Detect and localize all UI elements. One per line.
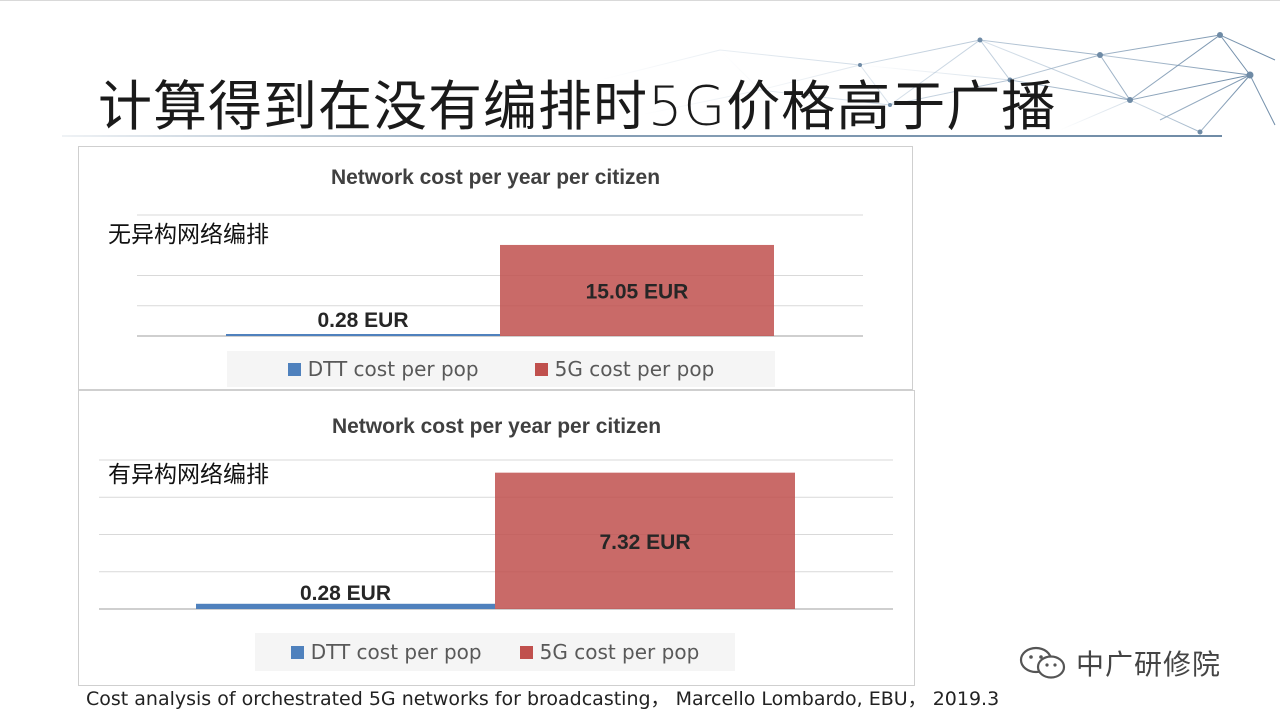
- legend-swatch-5g: [519, 645, 533, 659]
- chart-annotation: 无异构网络编排: [108, 222, 269, 248]
- legend-label-dtt: DTT cost per pop: [307, 357, 479, 381]
- chart-title: Network cost per year per citizen: [330, 166, 661, 189]
- legend-label-dtt: DTT cost per pop: [310, 640, 482, 664]
- wechat-icon: [1019, 646, 1066, 679]
- brand-name: 中广研修院: [1076, 648, 1222, 681]
- chart-title: Network cost per year per citizen: [331, 415, 662, 438]
- source-citation: Cost analysis of orchestrated 5G network…: [86, 688, 1000, 710]
- chart-panel-no-orchestration: 0.28 EUR 15.05 EUR Network cost per year …: [78, 146, 913, 390]
- slide-title: 计算得到在没有编排时5G价格高于广播: [98, 75, 1057, 138]
- data-label-5g: 15.05 EUR: [586, 280, 689, 303]
- legend-item-5g: 5G cost per pop: [519, 640, 700, 664]
- legend-label-5g: 5G cost per pop: [554, 357, 715, 381]
- legend-label-5g: 5G cost per pop: [539, 640, 700, 664]
- bar-dtt: [196, 603, 495, 609]
- brand-watermark: 中广研修院: [1018, 643, 1221, 683]
- chart-annotation: 有异构网络编排: [108, 462, 269, 488]
- data-label-dtt: 0.28 EUR: [317, 309, 408, 332]
- bar-5g: [500, 244, 774, 336]
- legend-item-5g: 5G cost per pop: [534, 357, 715, 381]
- title-underline: [62, 135, 1222, 137]
- data-label-dtt: 0.28 EUR: [300, 582, 391, 605]
- legend-swatch-dtt: [287, 362, 301, 376]
- legend-swatch-dtt: [290, 645, 304, 659]
- legend-item-dtt: DTT cost per pop: [287, 357, 479, 381]
- network-background-graphic: [599, 32, 1276, 135]
- top-border: [0, 0, 1280, 1]
- bar-dtt: [226, 334, 500, 336]
- data-label-5g: 7.32 EUR: [599, 531, 690, 554]
- legend-item-dtt: DTT cost per pop: [290, 640, 482, 664]
- bar-5g: [495, 472, 795, 609]
- chart-legend: DTT cost per pop 5G cost per pop: [227, 351, 775, 387]
- chart-legend: DTT cost per pop 5G cost per pop: [255, 633, 735, 671]
- chart-panel-with-orchestration: 0.28 EUR 7.32 EUR Network cost per year p…: [78, 390, 915, 686]
- chart-plot-no-orchestration: 0.28 EUR 15.05 EUR: [137, 214, 863, 337]
- legend-swatch-5g: [534, 362, 548, 376]
- chart-plot-with-orchestration: 0.28 EUR 7.32 EUR: [99, 459, 893, 610]
